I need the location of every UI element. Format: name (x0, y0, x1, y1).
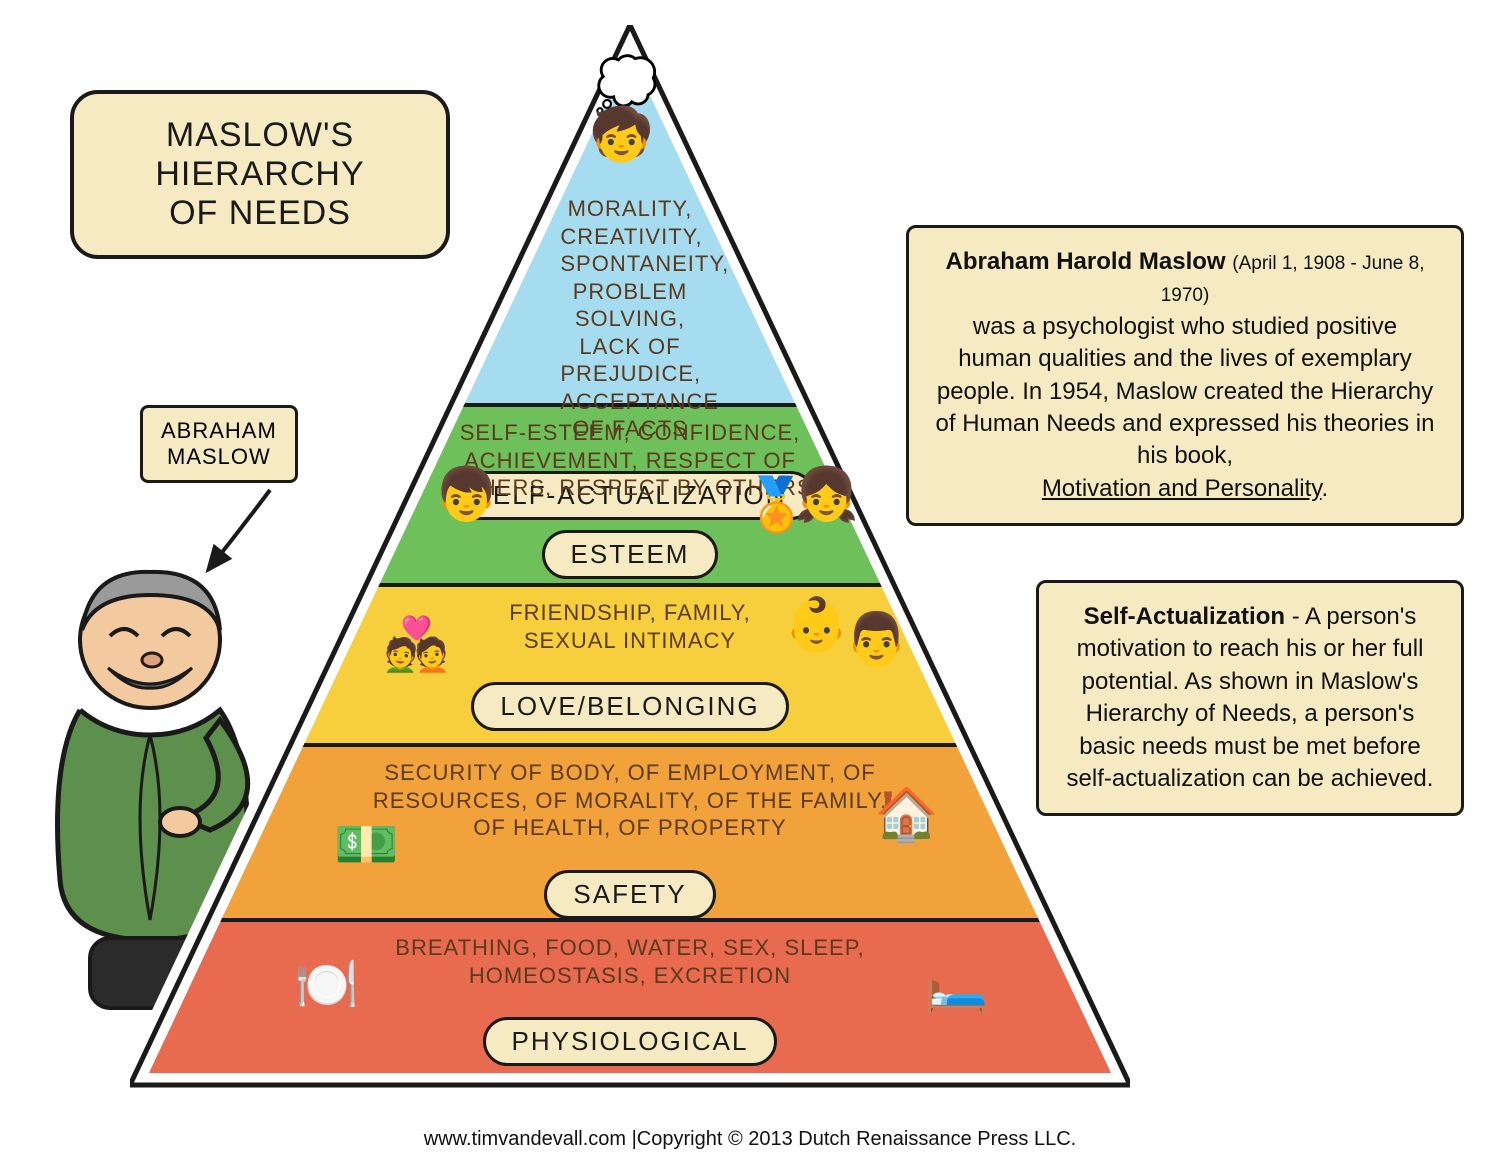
cartoon-safety-0-icon: 💵 (334, 819, 399, 871)
cartoon-love-2-icon: 👨 (844, 614, 909, 666)
pyramid: MORALITY,CREATIVITY,SPONTANEITY,PROBLEM … (130, 25, 1130, 1105)
cartoon-love-1-icon: 👶 (784, 599, 849, 651)
cartoon-esteem-2-icon: 👧 (794, 469, 859, 521)
cartoon-physiological-1-icon: 🛏️ (924, 959, 989, 1011)
pyramid-band-love (130, 585, 1130, 745)
cartoon-esteem-0-icon: 👦 (434, 469, 499, 521)
cartoon-self_actualization-0-icon: 💭 (594, 59, 659, 111)
footer-credit: www.timvandevall.com |Copyright © 2013 D… (0, 1128, 1500, 1151)
pyramid-svg (130, 25, 1130, 1105)
infographic-root: MASLOW'S HIERARCHY OF NEEDS ABRAHAM MASL… (0, 0, 1500, 1159)
pyramid-band-esteem (130, 405, 1130, 585)
cartoon-safety-1-icon: 🏠 (874, 789, 939, 841)
cartoon-love-0-icon: 💑 (384, 619, 449, 671)
cartoon-self_actualization-1-icon: 🧒 (589, 109, 654, 161)
cartoon-physiological-0-icon: 🍽️ (294, 959, 359, 1011)
